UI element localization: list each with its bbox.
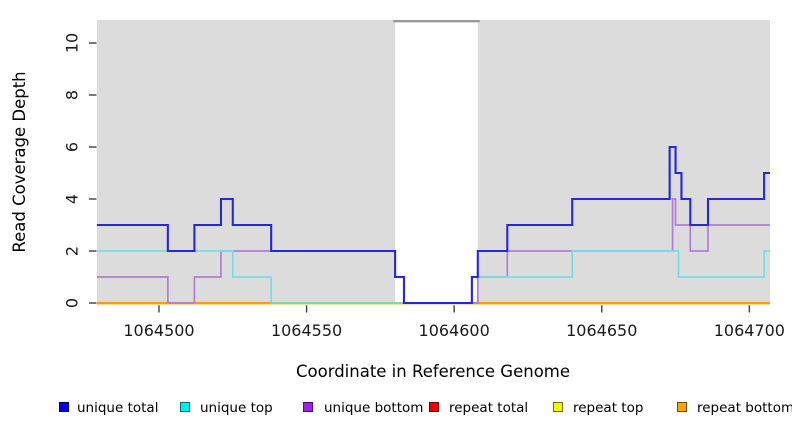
uncovered-region — [395, 20, 478, 304]
y-tick-label: 8 — [63, 90, 82, 100]
x-axis-title: Coordinate in Reference Genome — [296, 362, 570, 381]
legend-swatch-repeat-top — [553, 402, 563, 412]
y-tick-label: 0 — [63, 298, 82, 308]
y-tick-label: 6 — [63, 142, 82, 152]
x-tick-label: 1064600 — [419, 321, 490, 340]
legend-label: repeat top — [573, 400, 644, 416]
series-line-unique-total — [97, 145, 770, 305]
series-line-unique-bottom — [97, 198, 770, 304]
legend-label: repeat total — [449, 400, 529, 416]
x-tick-label: 1064650 — [566, 321, 637, 340]
legend-swatch-repeat-total — [429, 402, 439, 412]
plot-generated-content: 0 2 4 6 8 10 1064500 1064550 1064600 1064650 10647… — [63, 20, 785, 340]
x-tick-label: 1064550 — [271, 321, 342, 340]
legend-swatch-repeat-bottom — [677, 402, 687, 412]
legend-swatch-unique-total — [59, 402, 69, 412]
legend-label: unique top — [200, 400, 273, 416]
x-tick-label: 1064700 — [714, 321, 785, 340]
y-axis-title: Read Coverage Depth — [10, 71, 29, 252]
y-tick-label: 10 — [63, 33, 82, 53]
x-tick-label: 1064500 — [123, 321, 194, 340]
legend-label: repeat bottom — [697, 400, 792, 416]
y-tick-label: 2 — [63, 246, 82, 256]
legend-swatch-unique-top — [180, 402, 190, 412]
legend-swatch-unique-bottom — [303, 402, 313, 412]
y-tick-label: 4 — [63, 194, 82, 204]
legend-label: unique total — [77, 400, 159, 416]
series-line-unique-top — [97, 250, 770, 304]
legend: unique total unique top unique bottom repea… — [0, 399, 792, 421]
legend-label: unique bottom — [324, 400, 424, 416]
